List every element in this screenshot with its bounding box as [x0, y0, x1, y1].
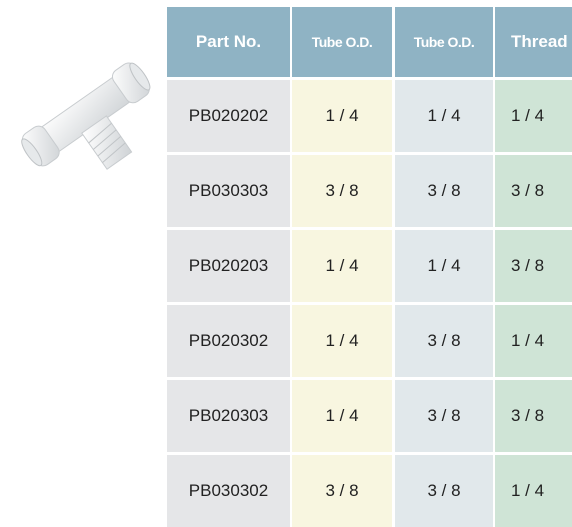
part-number: PB020302	[167, 305, 290, 377]
size-cell: 1 / 4	[292, 380, 392, 452]
header-cell: Tube O.D.	[292, 7, 392, 77]
size-cell: 3 / 8	[495, 380, 572, 452]
size-cell: 1 / 4	[395, 80, 493, 152]
size-cell: 3 / 8	[395, 305, 493, 377]
size-cell: 3 / 8	[395, 380, 493, 452]
header-cell: Thread	[495, 7, 572, 77]
header-cell: Part No.	[167, 7, 290, 77]
size-cell: 3 / 8	[292, 455, 392, 527]
part-number: PB030302	[167, 455, 290, 527]
part-number: PB020202	[167, 80, 290, 152]
part-number: PB020303	[167, 380, 290, 452]
size-cell: 1 / 4	[292, 305, 392, 377]
part-number: PB030303	[167, 155, 290, 227]
size-cell: 3 / 8	[495, 155, 572, 227]
size-cell: 3 / 8	[495, 230, 572, 302]
size-cell: 1 / 4	[292, 230, 392, 302]
size-cell: 1 / 4	[495, 80, 572, 152]
size-cell: 1 / 4	[395, 230, 493, 302]
product-image	[0, 0, 165, 240]
size-cell: 3 / 8	[292, 155, 392, 227]
size-cell: 3 / 8	[395, 155, 493, 227]
size-cell: 1 / 4	[495, 455, 572, 527]
size-cell: 1 / 4	[495, 305, 572, 377]
size-cell: 1 / 4	[292, 80, 392, 152]
part-number: PB020203	[167, 230, 290, 302]
header-cell: Tube O.D.	[395, 7, 493, 77]
size-cell: 3 / 8	[395, 455, 493, 527]
